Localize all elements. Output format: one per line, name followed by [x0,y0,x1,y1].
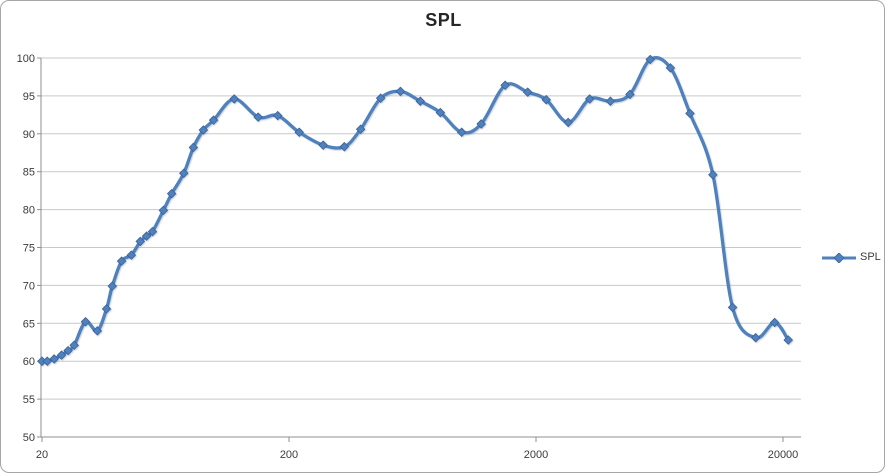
data-point-marker [92,326,103,336]
data-point-marker [208,115,219,125]
data-point-marker [375,93,386,103]
legend-label: SPL [860,251,881,263]
data-point-marker [625,89,635,100]
data-point-marker [456,127,467,138]
y-tick-label: 55 [23,394,35,406]
data-point-marker [584,94,595,104]
data-point-marker [708,169,718,180]
data-point-marker [783,335,793,345]
data-point-marker [476,119,486,129]
data-point-marker [135,236,146,247]
data-point-marker [665,63,676,73]
data-point-marker [101,304,112,314]
data-point-marker [750,332,761,343]
data-point-marker [727,302,738,313]
data-point-marker [56,350,67,360]
data-point-marker [318,140,328,150]
y-tick-label: 85 [23,167,35,179]
data-point-marker [645,54,655,65]
data-point-marker [63,345,73,356]
legend[interactable]: SPL [821,250,881,265]
data-point-marker [147,226,158,237]
data-point-marker [685,108,695,119]
data-point-marker [355,124,366,135]
data-point-marker [395,86,406,97]
data-point-marker [116,256,127,266]
data-point-marker [42,356,52,366]
data-point-marker [769,317,780,328]
data-point-marker [198,125,209,135]
data-point-marker [253,112,263,122]
data-point-marker [158,205,169,216]
data-point-marker [188,142,199,153]
series-spl[interactable] [37,54,793,366]
x-tick-label: 200 [280,449,298,461]
legend-series-swatch [822,252,856,263]
data-point-marker [69,340,79,351]
data-point-marker [605,96,616,106]
y-tick-label: 60 [23,356,35,368]
data-point-marker [522,87,533,97]
y-tick-label: 80 [23,205,35,217]
data-point-marker [126,250,137,260]
x-tick-label: 20 [36,449,48,461]
data-point-marker [272,110,283,121]
y-tick-label: 70 [23,280,35,292]
y-tick-label: 65 [23,318,35,330]
y-tick-label: 100 [17,53,35,65]
data-point-marker [49,354,59,364]
chart-title: SPL [425,10,462,30]
y-tick-label: 75 [23,243,35,255]
y-tick-label: 90 [23,129,35,141]
data-point-marker [166,188,177,199]
y-tick-label: 95 [23,91,35,103]
data-point-marker [229,94,239,104]
y-tick-label: 50 [23,432,35,444]
data-point-marker [415,96,426,106]
data-point-marker [141,231,152,241]
data-point-marker [339,141,350,152]
data-point-marker [80,317,91,327]
x-tick-label: 2000 [524,449,548,461]
data-point-marker [179,168,189,178]
data-point-marker [500,80,510,91]
x-tick-label: 20000 [768,449,799,461]
data-point-marker [563,117,573,128]
data-point-marker [541,94,551,105]
data-point-marker [294,127,304,138]
data-point-marker [107,281,118,291]
data-point-marker [435,107,446,118]
